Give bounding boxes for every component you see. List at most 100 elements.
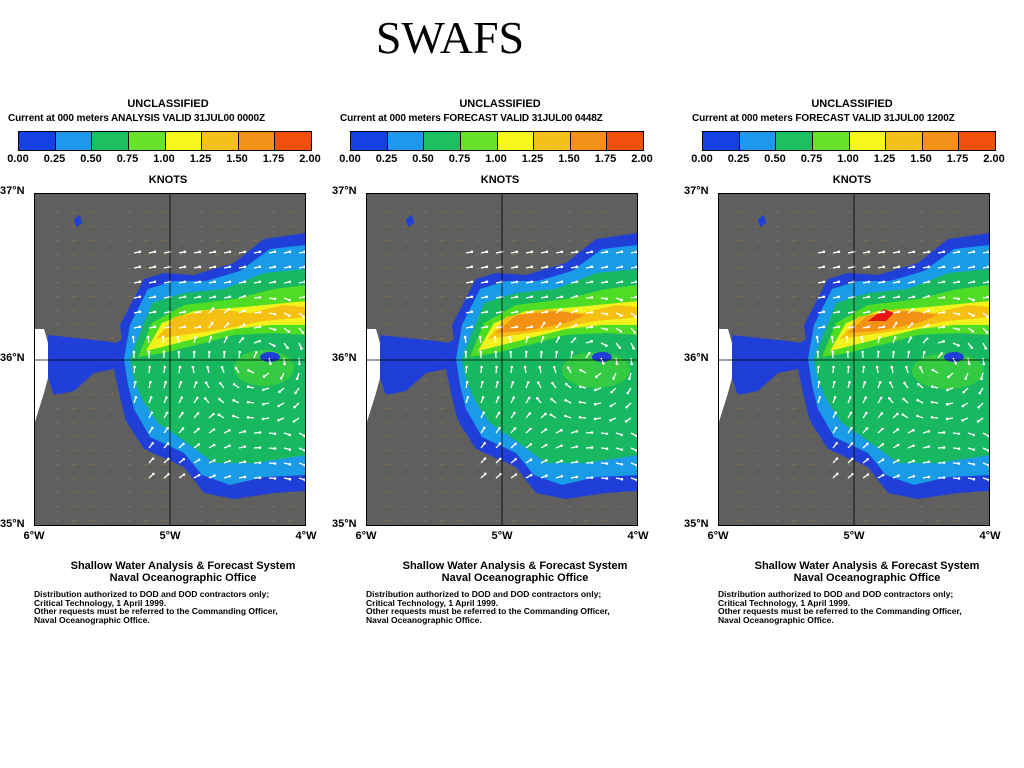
- color-scale-bar: [350, 131, 644, 151]
- latitude-label: 36°N: [0, 352, 25, 364]
- color-swatch: [534, 132, 571, 150]
- org-office: Naval Oceanographic Office: [441, 572, 589, 584]
- scale-tick-label: 0.00: [691, 153, 713, 165]
- scale-tick-label: 1.25: [189, 153, 212, 165]
- coast-white: [34, 329, 48, 425]
- scale-tick-label: 0.50: [412, 153, 434, 165]
- strait-band: [732, 343, 802, 391]
- scale-tick-label: 0.50: [80, 153, 102, 165]
- distribution-note: Critical Technology, 1 April 1999.: [34, 597, 167, 608]
- color-swatch: [497, 132, 535, 150]
- eddy-region: [912, 353, 984, 389]
- scale-ticks: 0.00 0.25 0.50 0.75 1.00 1.25 1.50 1.75 2.00: [339, 153, 660, 167]
- map-caption: Current at 000 meters FORECAST VALID 31J…: [692, 113, 955, 124]
- org-name: Shallow Water Analysis & Forecast System: [754, 560, 980, 572]
- color-swatch: [351, 132, 388, 150]
- distribution-note: Distribution authorized to DOD and DOD c…: [34, 589, 270, 599]
- latitude-label: 36°N: [332, 352, 357, 364]
- color-swatch: [19, 132, 56, 150]
- classification-label: UNCLASSIFIED: [127, 98, 209, 110]
- sea-band-5: [156, 305, 306, 339]
- color-swatch: [92, 132, 129, 150]
- longitude-label: 6°W: [707, 530, 729, 542]
- coast-white: [366, 329, 380, 425]
- color-swatch: [959, 132, 995, 150]
- sea-band-8: [868, 309, 894, 321]
- color-swatch: [849, 132, 887, 150]
- org-office: Naval Oceanographic Office: [793, 572, 941, 584]
- strait-band: [48, 343, 118, 391]
- color-swatch: [424, 132, 461, 150]
- distribution-note: Other requests must be referred to the C…: [718, 606, 962, 616]
- map-svg: [34, 193, 306, 526]
- classification-label: UNCLASSIFIED: [459, 98, 541, 110]
- map-frame: [718, 193, 990, 526]
- distribution-note: Distribution authorized to DOD and DOD c…: [366, 589, 602, 599]
- color-swatch: [703, 132, 740, 150]
- org-name: Shallow Water Analysis & Forecast System: [402, 560, 628, 572]
- scale-tick-label: 0.75: [116, 153, 139, 165]
- color-swatch: [570, 132, 608, 150]
- color-swatch: [922, 132, 960, 150]
- current-vectors: [131, 250, 306, 482]
- sea-band-6: [496, 311, 586, 333]
- panel-analysis-0000z: UNCLASSIFIED Current at 000 meters ANALYS…: [0, 98, 338, 638]
- color-swatch: [607, 132, 643, 150]
- current-map: [718, 193, 990, 526]
- strait-band: [380, 343, 450, 391]
- scale-tick-label: 2.00: [299, 153, 321, 165]
- latitude-label: 37°N: [684, 185, 709, 197]
- map-svg: [366, 193, 638, 526]
- latitude-label: 35°N: [684, 518, 709, 530]
- color-swatch: [776, 132, 813, 150]
- scale-tick-label: 1.75: [262, 153, 285, 165]
- panel-forecast-1200z: UNCLASSIFIED Current at 000 meters FORECA…: [684, 98, 1022, 638]
- islet-blue: [758, 215, 766, 227]
- scale-tick-label: 0.00: [339, 153, 361, 165]
- longitude-label: 4°W: [627, 530, 649, 542]
- scale-tick-label: 1.75: [594, 153, 617, 165]
- longitude-label: 4°W: [295, 530, 317, 542]
- scale-tick-label: 0.25: [375, 153, 398, 165]
- scale-tick-label: 0.25: [43, 153, 66, 165]
- coast-white: [718, 329, 732, 425]
- color-swatch: [128, 132, 166, 150]
- color-swatch: [55, 132, 93, 150]
- scale-tick-label: 1.25: [873, 153, 896, 165]
- scale-ticks: 0.00 0.25 0.50 0.75 1.00 1.25 1.50 1.75 2.00: [7, 153, 328, 167]
- distribution-note: Naval Oceanographic Office.: [718, 614, 834, 625]
- map-caption: Current at 000 meters ANALYSIS VALID 31J…: [8, 113, 265, 124]
- longitude-label: 5°W: [491, 530, 513, 542]
- distribution-note: Naval Oceanographic Office.: [366, 614, 482, 625]
- latitude-label: 37°N: [0, 185, 25, 197]
- current-map: [366, 193, 638, 526]
- scale-tick-label: 0.50: [764, 153, 786, 165]
- color-swatch: [165, 132, 203, 150]
- distribution-note: Naval Oceanographic Office.: [34, 614, 150, 625]
- scale-tick-label: 1.00: [837, 153, 859, 165]
- scale-ticks: 0.00 0.25 0.50 0.75 1.00 1.25 1.50 1.75 2.00: [691, 153, 1012, 167]
- distribution-note: Other requests must be referred to the C…: [366, 606, 610, 616]
- classification-label: UNCLASSIFIED: [811, 98, 893, 110]
- color-swatch: [886, 132, 923, 150]
- scale-tick-label: 0.75: [448, 153, 471, 165]
- map-caption: Current at 000 meters FORECAST VALID 31J…: [340, 113, 603, 124]
- scale-tick-label: 1.50: [910, 153, 932, 165]
- islet-blue: [74, 215, 82, 227]
- scale-tick-label: 1.50: [558, 153, 580, 165]
- latitude-label: 35°N: [332, 518, 357, 530]
- scale-tick-label: 2.00: [983, 153, 1005, 165]
- scale-tick-label: 1.50: [226, 153, 248, 165]
- longitude-label: 5°W: [843, 530, 865, 542]
- current-vectors: [463, 250, 638, 482]
- islet-blue: [406, 215, 414, 227]
- longitude-label: 5°W: [159, 530, 181, 542]
- longitude-label: 6°W: [23, 530, 45, 542]
- color-scale-bar: [702, 131, 996, 151]
- units-label: KNOTS: [480, 174, 520, 186]
- panel-forecast-0448z: UNCLASSIFIED Current at 000 meters FORECA…: [332, 98, 670, 638]
- distribution-note: Other requests must be referred to the C…: [34, 606, 278, 616]
- scale-tick-label: 0.25: [727, 153, 750, 165]
- longitude-label: 6°W: [355, 530, 377, 542]
- units-label: KNOTS: [832, 174, 872, 186]
